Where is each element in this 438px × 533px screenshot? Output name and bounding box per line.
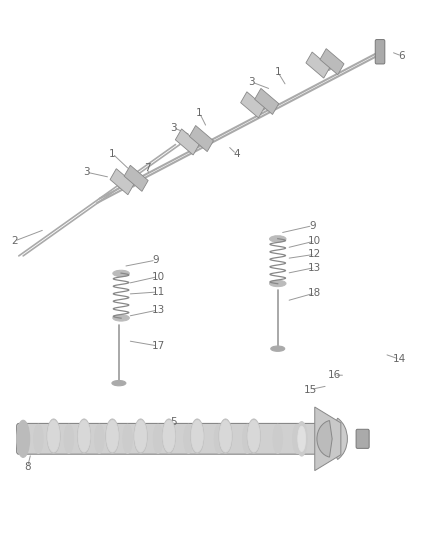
Wedge shape — [328, 418, 347, 459]
Polygon shape — [240, 92, 265, 118]
Ellipse shape — [78, 420, 90, 452]
Polygon shape — [175, 129, 199, 155]
Circle shape — [326, 65, 331, 70]
FancyBboxPatch shape — [375, 39, 385, 64]
Ellipse shape — [247, 419, 260, 454]
Ellipse shape — [163, 420, 175, 452]
Ellipse shape — [95, 424, 104, 454]
Text: 4: 4 — [233, 149, 240, 159]
Text: 5: 5 — [170, 417, 177, 427]
Circle shape — [316, 63, 322, 72]
Polygon shape — [306, 52, 330, 78]
Ellipse shape — [47, 419, 60, 454]
Ellipse shape — [243, 424, 252, 454]
Text: 1: 1 — [109, 149, 116, 158]
Ellipse shape — [123, 424, 132, 454]
Polygon shape — [254, 88, 279, 115]
Text: 10: 10 — [152, 272, 165, 281]
FancyBboxPatch shape — [356, 429, 369, 448]
Polygon shape — [189, 125, 213, 151]
Circle shape — [121, 271, 126, 276]
Wedge shape — [317, 421, 332, 457]
Text: 10: 10 — [308, 236, 321, 246]
Text: 1: 1 — [275, 67, 281, 77]
Text: 1: 1 — [196, 108, 203, 118]
Ellipse shape — [162, 419, 176, 454]
Ellipse shape — [269, 280, 286, 287]
Text: 11: 11 — [152, 287, 165, 297]
Ellipse shape — [219, 420, 232, 452]
Ellipse shape — [113, 315, 129, 321]
Ellipse shape — [106, 420, 118, 452]
Ellipse shape — [298, 426, 306, 451]
Ellipse shape — [293, 424, 302, 454]
Circle shape — [273, 236, 277, 241]
Text: 3: 3 — [83, 167, 89, 177]
Ellipse shape — [64, 424, 74, 454]
Ellipse shape — [184, 424, 193, 454]
Polygon shape — [320, 49, 344, 75]
Ellipse shape — [134, 420, 147, 452]
Text: 17: 17 — [152, 341, 165, 351]
Circle shape — [131, 182, 135, 187]
Ellipse shape — [17, 420, 30, 457]
Ellipse shape — [191, 419, 204, 454]
FancyBboxPatch shape — [17, 423, 317, 454]
Ellipse shape — [78, 419, 91, 454]
Circle shape — [185, 140, 192, 149]
Circle shape — [116, 271, 120, 276]
Polygon shape — [124, 165, 148, 191]
Ellipse shape — [248, 420, 260, 452]
Ellipse shape — [273, 424, 283, 454]
Polygon shape — [315, 407, 341, 471]
Text: 15: 15 — [304, 384, 317, 394]
Text: 3: 3 — [248, 77, 255, 87]
Ellipse shape — [106, 419, 119, 454]
Text: 8: 8 — [24, 462, 31, 472]
Polygon shape — [110, 168, 134, 195]
Ellipse shape — [134, 419, 147, 454]
Ellipse shape — [112, 381, 126, 386]
Circle shape — [18, 432, 28, 445]
Text: 18: 18 — [308, 288, 321, 298]
Ellipse shape — [271, 346, 285, 351]
Ellipse shape — [47, 420, 60, 452]
Text: 6: 6 — [399, 51, 405, 61]
Ellipse shape — [214, 424, 224, 454]
Circle shape — [261, 105, 265, 110]
Circle shape — [120, 180, 127, 189]
Text: 13: 13 — [308, 263, 321, 272]
Ellipse shape — [34, 424, 43, 454]
Text: 9: 9 — [152, 255, 159, 265]
Text: 16: 16 — [328, 370, 341, 380]
Ellipse shape — [153, 424, 163, 454]
Text: 7: 7 — [144, 164, 151, 173]
Circle shape — [196, 142, 200, 147]
Ellipse shape — [191, 420, 203, 452]
Circle shape — [278, 236, 283, 241]
Ellipse shape — [296, 422, 307, 456]
Text: 13: 13 — [152, 305, 165, 315]
Ellipse shape — [113, 270, 129, 277]
Text: 3: 3 — [170, 123, 177, 133]
Ellipse shape — [269, 236, 286, 242]
Text: 2: 2 — [11, 236, 18, 246]
Text: 9: 9 — [309, 221, 316, 231]
Text: 12: 12 — [308, 249, 321, 260]
Ellipse shape — [219, 419, 232, 454]
Text: 14: 14 — [393, 354, 406, 364]
Circle shape — [251, 103, 257, 112]
